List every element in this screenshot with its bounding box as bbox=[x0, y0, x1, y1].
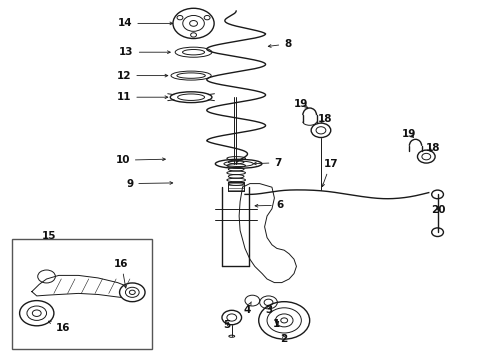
Text: 3: 3 bbox=[265, 305, 272, 315]
Text: 7: 7 bbox=[254, 158, 282, 168]
Text: 18: 18 bbox=[426, 143, 441, 153]
Text: 15: 15 bbox=[42, 231, 56, 241]
Text: 14: 14 bbox=[118, 18, 172, 28]
Text: 12: 12 bbox=[117, 71, 168, 81]
Text: 9: 9 bbox=[126, 179, 172, 189]
Bar bbox=[12, 239, 152, 349]
Text: 13: 13 bbox=[119, 47, 170, 57]
Text: 16: 16 bbox=[49, 321, 70, 333]
Text: 20: 20 bbox=[431, 204, 446, 215]
Text: 19: 19 bbox=[402, 129, 416, 139]
Text: 16: 16 bbox=[114, 258, 129, 288]
Text: 5: 5 bbox=[223, 320, 230, 330]
Text: 18: 18 bbox=[318, 114, 332, 124]
Text: 10: 10 bbox=[115, 155, 165, 165]
Text: 11: 11 bbox=[117, 92, 168, 102]
Text: 6: 6 bbox=[255, 200, 284, 210]
Text: 17: 17 bbox=[322, 159, 338, 186]
Text: 19: 19 bbox=[294, 99, 309, 109]
Text: 1: 1 bbox=[273, 319, 280, 329]
Circle shape bbox=[20, 301, 54, 326]
Text: 4: 4 bbox=[244, 302, 251, 315]
Text: 2: 2 bbox=[281, 334, 288, 344]
Text: 8: 8 bbox=[269, 39, 292, 49]
Circle shape bbox=[120, 283, 145, 302]
